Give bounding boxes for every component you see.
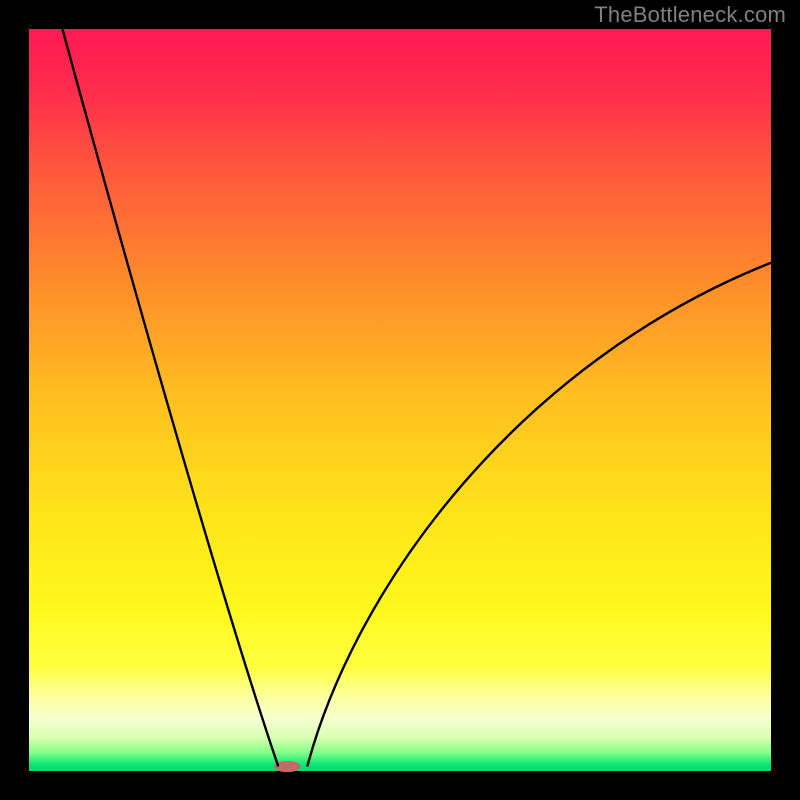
- plot-background: [29, 29, 771, 771]
- bottleneck-chart: TheBottleneck.com: [0, 0, 800, 800]
- chart-svg: [0, 0, 800, 800]
- watermark-text: TheBottleneck.com: [594, 2, 786, 28]
